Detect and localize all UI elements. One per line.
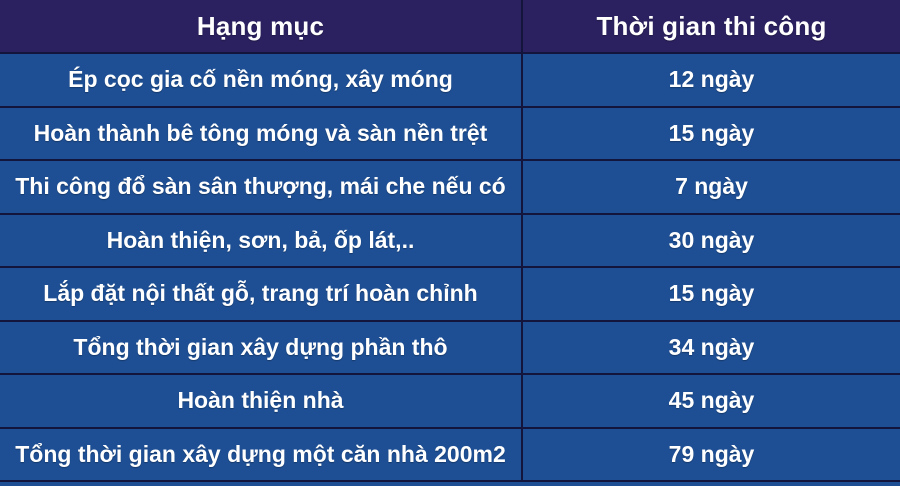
duration-cell: 30 ngày [668,226,755,253]
duration-cell: 15 ngày [668,280,755,307]
clipped-row-sliver [0,480,900,486]
duration-cell: 12 ngày [668,66,755,93]
table-row: Ép cọc gia cố nền móng, xây móng 12 ngày [0,52,900,106]
item-cell: Hoàn thiện nhà [0,375,523,427]
table-row: Hoàn thành bê tông móng và sàn nền trệt … [0,105,900,159]
duration-cell: 79 ngày [668,440,755,467]
item-cell: Ép cọc gia cố nền móng, xây móng [0,54,523,106]
item-cell: Tổng thời gian xây dựng phần thô [0,321,523,373]
table-body: Ép cọc gia cố nền móng, xây móng 12 ngày… [0,52,900,480]
duration-cell: 7 ngày [675,173,748,200]
table-header-row: Hạng mục Thời gian thi công [0,0,900,52]
header-item-column: Hạng mục [0,0,523,52]
item-cell: Lắp đặt nội thất gỗ, trang trí hoàn chỉn… [0,268,523,320]
item-cell: Tổng thời gian xây dựng một căn nhà 200m… [0,428,523,480]
item-cell: Hoàn thiện, sơn, bả, ốp lát,.. [0,214,523,266]
table-row: Hoàn thiện, sơn, bả, ốp lát,.. 30 ngày [0,212,900,266]
table-row: Hoàn thiện nhà 45 ngày [0,373,900,427]
duration-cell: 15 ngày [668,119,755,146]
duration-cell: 34 ngày [668,333,755,360]
table-row: Tổng thời gian xây dựng một căn nhà 200m… [0,426,900,480]
duration-cell: 45 ngày [668,387,755,414]
table-row: Tổng thời gian xây dựng phần thô 34 ngày [0,319,900,373]
table-row: Lắp đặt nội thất gỗ, trang trí hoàn chỉn… [0,266,900,320]
item-cell: Hoàn thành bê tông móng và sàn nền trệt [0,107,523,159]
table-row: Thi công đổ sàn sân thượng, mái che nếu … [0,159,900,213]
item-cell: Thi công đổ sàn sân thượng, mái che nếu … [0,161,523,213]
header-duration-column: Thời gian thi công [596,10,827,41]
